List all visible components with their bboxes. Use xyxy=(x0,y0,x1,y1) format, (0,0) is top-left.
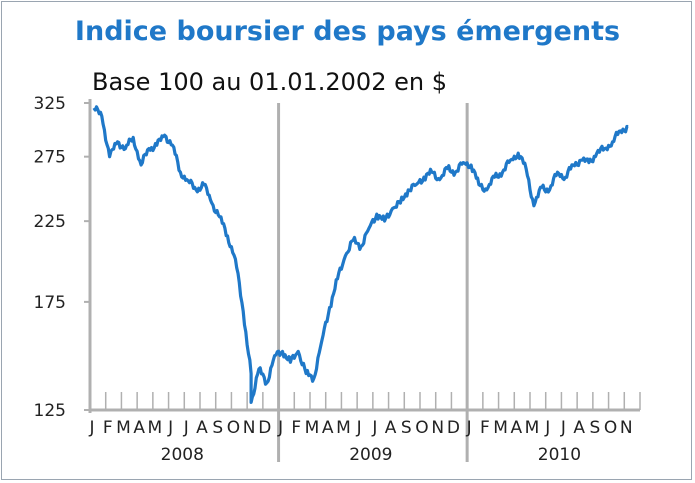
month-label: A xyxy=(385,418,397,438)
year-label: 2009 xyxy=(349,445,392,465)
y-tick-label: 175 xyxy=(34,293,66,313)
month-label: O xyxy=(415,418,428,438)
month-label: J xyxy=(560,418,566,438)
month-label: N xyxy=(243,418,256,438)
month-label: J xyxy=(277,418,283,438)
axes xyxy=(84,99,641,462)
month-label: F xyxy=(291,418,301,438)
y-tick-labels: 125 175 225 275 325 xyxy=(34,94,66,421)
y-tick-label: 225 xyxy=(34,212,66,232)
month-label: F xyxy=(480,418,490,438)
year-label: 2010 xyxy=(538,445,581,465)
month-label: S xyxy=(212,418,223,438)
month-label: S xyxy=(401,418,412,438)
y-tick-label: 125 xyxy=(34,401,66,421)
month-label: J xyxy=(371,418,377,438)
month-label: A xyxy=(196,418,208,438)
series-line xyxy=(92,105,629,404)
month-label: J xyxy=(167,418,173,438)
month-label: A xyxy=(133,418,145,438)
y-tick-label: 275 xyxy=(34,148,66,168)
month-label: M xyxy=(336,418,351,438)
year-label: 2008 xyxy=(161,445,204,465)
month-label: M xyxy=(305,418,320,438)
month-label: M xyxy=(493,418,508,438)
month-label: J xyxy=(183,418,189,438)
month-label: M xyxy=(116,418,131,438)
month-label: N xyxy=(620,418,633,438)
month-label: J xyxy=(88,418,94,438)
chart-subtitle: Base 100 au 01.01.2002 en $ xyxy=(92,68,447,96)
month-label: J xyxy=(466,418,472,438)
month-label: J xyxy=(544,418,550,438)
month-label: F xyxy=(103,418,113,438)
month-label: M xyxy=(525,418,540,438)
month-label: A xyxy=(322,418,334,438)
chart-title: Indice boursier des pays émergents xyxy=(74,16,621,47)
y-tick-label: 325 xyxy=(34,94,66,114)
month-label: D xyxy=(447,418,460,438)
month-label: O xyxy=(227,418,240,438)
series-group xyxy=(92,105,629,404)
month-label: M xyxy=(148,418,163,438)
month-label: S xyxy=(589,418,600,438)
month-label: A xyxy=(510,418,522,438)
month-label: J xyxy=(356,418,362,438)
month-label: A xyxy=(573,418,585,438)
month-label: D xyxy=(258,418,271,438)
month-label: N xyxy=(431,418,444,438)
month-label: O xyxy=(604,418,617,438)
